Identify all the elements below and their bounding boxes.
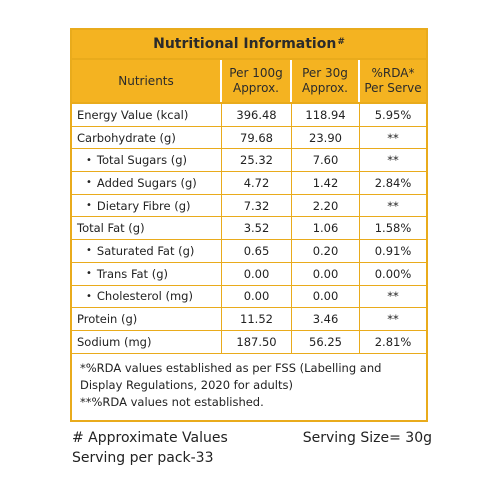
nutrient-name-cell: • Added Sugars (g) [72, 172, 222, 194]
nutrient-name: Carbohydrate (g) [77, 130, 176, 145]
header-nutrients: Nutrients [72, 60, 222, 102]
per-100g-value: 187.50 [222, 330, 292, 353]
header-per-100g: Per 100g Approx. [222, 60, 292, 102]
table-row: Total Fat (g) 3.52 1.06 1.58% [72, 217, 426, 241]
nutrient-name: Cholesterol (mg) [96, 289, 193, 304]
table-row: • Total Sugars (g) 25.32 7.60 ** [72, 149, 426, 173]
per-100g-value: 396.48 [222, 104, 292, 126]
nutrient-name-cell: Total Fat (g) [72, 217, 222, 240]
nutrient-name-cell: • Dietary Fibre (g) [72, 194, 222, 217]
table-row: Protein (g) 11.52 3.46 ** [72, 308, 426, 331]
nutrient-name-cell: Protein (g) [72, 308, 222, 330]
footnote-not-established: **%RDA values not established. [80, 395, 264, 409]
per-100g-value: 4.72 [222, 172, 292, 194]
title-mark: # [337, 37, 345, 47]
per-100g-value: 0.00 [222, 285, 292, 308]
per-30g-value: 118.94 [292, 104, 360, 126]
table-row: • Added Sugars (g) 4.72 1.42 2.84% [72, 172, 426, 195]
header-rda: %RDA* Per Serve [364, 66, 422, 95]
rda-value: ** [387, 198, 399, 213]
nutrient-name-cell: • Total Sugars (g) [72, 149, 222, 172]
nutrient-name-cell: Carbohydrate (g) [72, 126, 222, 149]
bullet-icon: • [86, 200, 92, 212]
nutrient-name: Protein (g) [77, 312, 138, 327]
rda-value: 2.84% [374, 175, 412, 190]
per-100g-value: 11.52 [222, 308, 292, 330]
table-row: • Trans Fat (g) 0.00 0.00 0.00% [72, 262, 426, 286]
per-30g-value: 2.20 [292, 194, 360, 217]
table-header-row: Nutrients Per 100g Approx. Per 30g Approx.… [72, 60, 426, 104]
per-100g-value: 7.32 [222, 194, 292, 217]
per-100g-value: 0.65 [222, 240, 292, 262]
nutrient-name: Sodium (mg) [77, 334, 152, 349]
per-30g-value: 0.00 [292, 285, 360, 308]
label-footer: # Approximate Values Serving Size= 30g S… [72, 428, 432, 468]
rda-value: 0.91% [374, 243, 412, 258]
per-30g-value: 7.60 [292, 149, 360, 172]
title-text: Nutritional Information [153, 36, 337, 52]
serving-size: Serving Size= 30g [302, 430, 432, 446]
table-row: • Saturated Fat (g) 0.65 0.20 0.91% [72, 240, 426, 263]
rda-value: ** [387, 289, 399, 304]
nutrient-name-cell: • Trans Fat (g) [72, 262, 222, 285]
rda-value: ** [387, 312, 399, 327]
nutrient-name: Total Fat (g) [77, 221, 145, 236]
table-row: Energy Value (kcal) 396.48 118.94 5.95% [72, 104, 426, 127]
nutrient-name: Dietary Fibre (g) [96, 198, 191, 213]
table-body: Energy Value (kcal) 396.48 118.94 5.95% Carb… [72, 104, 426, 354]
per-30g-value: 1.06 [292, 217, 360, 240]
per-100g-value: 79.68 [222, 126, 292, 149]
rda-value: 0.00% [374, 266, 412, 281]
per-30g-value: 3.46 [292, 308, 360, 330]
footnote-rda: *%RDA values established as per FSS (Lab… [80, 361, 382, 392]
per-100g-value: 3.52 [222, 217, 292, 240]
table-row: • Dietary Fibre (g) 7.32 2.20 ** [72, 194, 426, 218]
table-row: Sodium (mg) 187.50 56.25 2.81% [72, 330, 426, 354]
bullet-icon: • [86, 290, 92, 302]
nutrient-name: Saturated Fat (g) [96, 243, 195, 258]
per-100g-value: 25.32 [222, 149, 292, 172]
bullet-icon: • [86, 268, 92, 280]
nutrient-name: Total Sugars (g) [96, 153, 188, 168]
header-per-30g: Per 30g Approx. [292, 60, 360, 102]
rda-value: ** [387, 130, 399, 145]
nutrient-name-cell: • Saturated Fat (g) [72, 240, 222, 262]
rda-value: 5.95% [374, 107, 412, 122]
table-row: Carbohydrate (g) 79.68 23.90 ** [72, 126, 426, 150]
rda-value: 2.81% [374, 334, 412, 349]
nutrient-name: Energy Value (kcal) [77, 107, 189, 122]
bullet-icon: • [86, 154, 92, 166]
rda-value: ** [387, 153, 399, 168]
rda-value: 1.58% [374, 221, 412, 236]
per-30g-value: 56.25 [292, 330, 360, 353]
nutrition-panel: Nutritional Information # Nutrients Per 1… [70, 28, 428, 422]
bullet-icon: • [86, 177, 92, 189]
nutrient-name: Trans Fat (g) [96, 266, 168, 281]
nutrient-name-cell: Energy Value (kcal) [72, 104, 222, 126]
footnotes: *%RDA values established as per FSS (Lab… [72, 354, 426, 411]
approx-note: # Approximate Values [72, 430, 228, 446]
per-30g-value: 0.20 [292, 240, 360, 262]
nutrient-name: Added Sugars (g) [96, 175, 197, 190]
per-30g-value: 1.42 [292, 172, 360, 194]
servings-per-pack: Serving per pack-33 [72, 450, 214, 466]
nutrient-name-cell: Sodium (mg) [72, 330, 222, 353]
bullet-icon: • [86, 245, 92, 257]
table-row: • Cholesterol (mg) 0.00 0.00 ** [72, 285, 426, 309]
per-30g-value: 23.90 [292, 126, 360, 149]
per-100g-value: 0.00 [222, 262, 292, 285]
table-title: Nutritional Information # [72, 30, 426, 60]
per-30g-value: 0.00 [292, 262, 360, 285]
nutrient-name-cell: • Cholesterol (mg) [72, 285, 222, 308]
